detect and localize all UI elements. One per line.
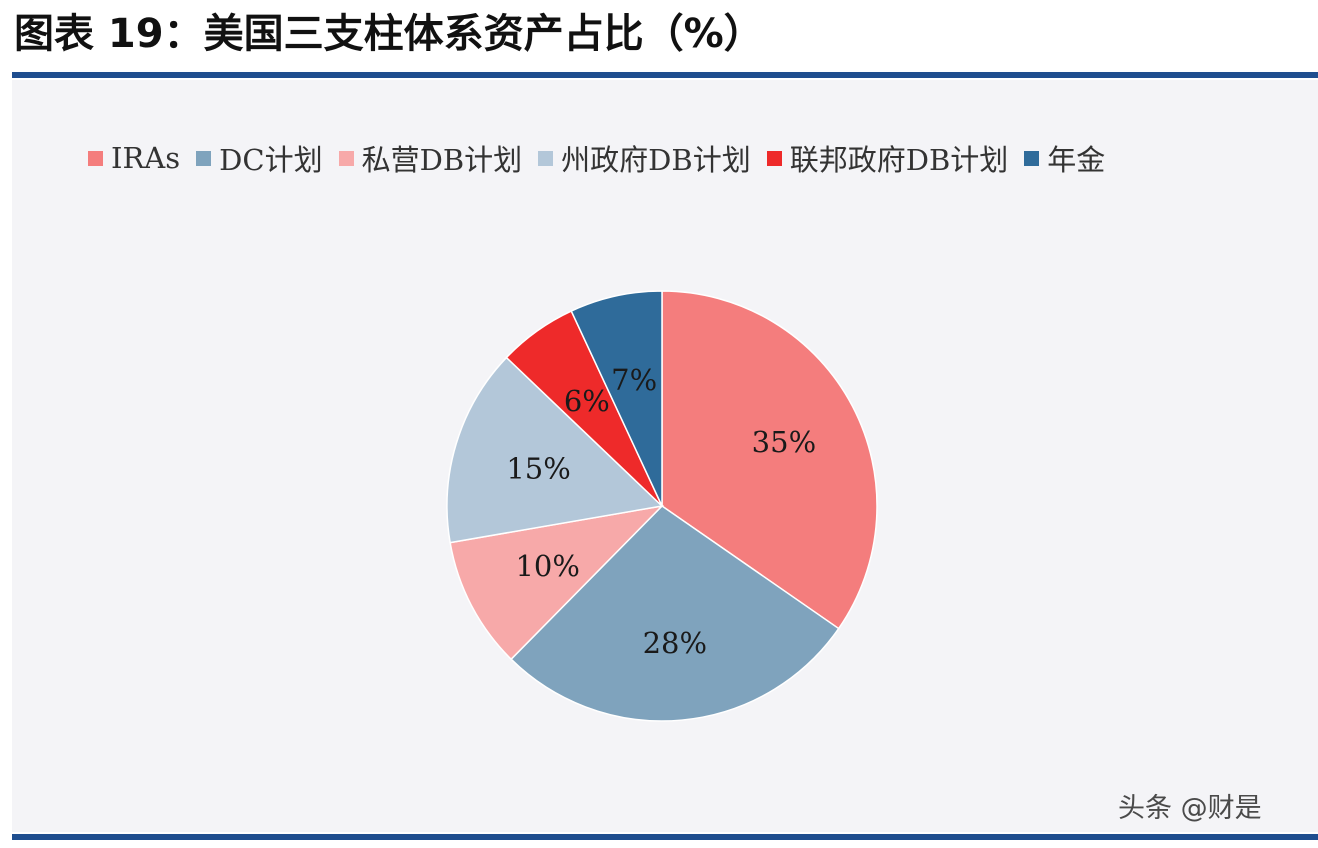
legend-item-annuity: 年金 bbox=[1024, 137, 1105, 179]
legend-swatch-dc bbox=[196, 150, 212, 166]
legend-swatch-private-db bbox=[338, 150, 354, 166]
pie-label-state-db: 15% bbox=[506, 451, 570, 485]
pie-label-private-db: 10% bbox=[515, 549, 579, 583]
pie-label-iras: 35% bbox=[752, 425, 816, 459]
legend-label-private-db: 私营DB计划 bbox=[361, 143, 523, 177]
legend-label-state-db: 州政府DB计划 bbox=[561, 143, 751, 177]
legend-swatch-iras bbox=[88, 150, 103, 166]
watermark: 头条 @财是 bbox=[1118, 793, 1262, 824]
pie-slice-dc bbox=[510, 505, 840, 722]
legend-item-iras: IRAs bbox=[88, 141, 180, 175]
legend-swatch-annuity bbox=[1024, 150, 1040, 166]
figure-title: 图表 19：美国三支柱体系资产占比（%） bbox=[14, 11, 764, 57]
chart-legend: IRAs DC计划 私营DB计划 州政府DB计划 联邦政府DB计划 年金 bbox=[88, 132, 1105, 184]
pie-slice-annuity bbox=[570, 290, 663, 507]
pie-label-federal-db: 6% bbox=[564, 384, 610, 418]
legend-label-annuity: 年金 bbox=[1047, 143, 1106, 177]
legend-item-state-db: 州政府DB计划 bbox=[538, 137, 751, 179]
legend-label-federal-db: 联邦政府DB计划 bbox=[789, 143, 1009, 177]
legend-swatch-federal-db bbox=[766, 150, 782, 166]
top-divider bbox=[12, 72, 1318, 78]
pie-label-dc: 28% bbox=[643, 626, 707, 660]
legend-item-federal-db: 联邦政府DB计划 bbox=[766, 137, 1009, 179]
legend-item-private-db: 私营DB计划 bbox=[338, 137, 523, 179]
legend-label-iras: IRAs bbox=[111, 141, 181, 175]
pie-slice-state-db bbox=[446, 356, 664, 544]
pie-slice-iras bbox=[661, 290, 878, 630]
bottom-divider bbox=[12, 834, 1318, 840]
pie-label-annuity: 7% bbox=[611, 363, 657, 397]
legend-swatch-state-db bbox=[538, 150, 554, 166]
legend-label-dc: DC计划 bbox=[219, 143, 323, 177]
pie-slice-private-db bbox=[449, 504, 665, 661]
legend-item-dc: DC计划 bbox=[196, 137, 323, 179]
